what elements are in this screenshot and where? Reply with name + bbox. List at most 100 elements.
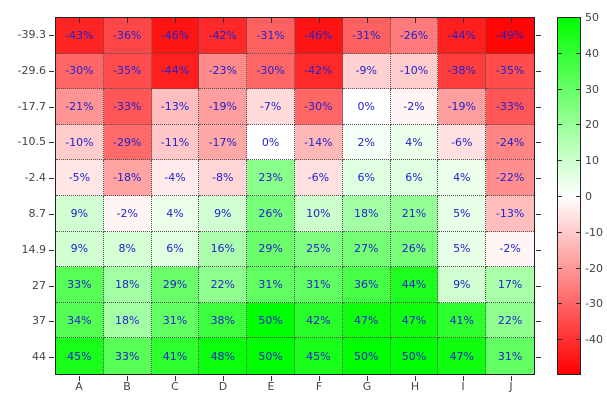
x-tick-label: G <box>362 380 372 393</box>
colorbar-tick <box>558 231 562 233</box>
heatmap-cell: 2% <box>342 124 391 161</box>
colorbar-tick <box>558 17 562 18</box>
heatmap-cell: 47% <box>438 338 487 374</box>
colorbar-tick <box>576 17 580 18</box>
colorbar-tick-label: -10 <box>585 225 603 239</box>
heatmap-cell: -42% <box>294 53 343 90</box>
heatmap-cell: -13% <box>486 195 534 232</box>
colorbar-tick-label: 10 <box>585 154 599 168</box>
heatmap-cell: 18% <box>342 195 391 232</box>
heatmap-cell: -24% <box>486 124 534 161</box>
heatmap-cell: -18% <box>103 160 152 196</box>
y-tick-label: -39.3 <box>17 27 46 41</box>
y-axis-tick <box>49 142 54 144</box>
y-tick-label: -2.4 <box>24 171 46 185</box>
colorbar-tick <box>576 303 580 305</box>
heatmap-cell: 9% <box>56 195 104 232</box>
colorbar-tick <box>558 124 562 126</box>
colorbar-tick <box>558 303 562 305</box>
heatmap-cell: 26% <box>247 195 295 232</box>
colorbar-tick-label: -30 <box>585 297 603 311</box>
colorbar-tick <box>576 339 580 341</box>
heatmap-cell: 22% <box>486 302 534 339</box>
heatmap-cell: 47% <box>342 302 391 339</box>
heatmap-cell: 23% <box>247 160 295 196</box>
heatmap-cell: 31% <box>247 267 295 303</box>
x-axis-tick-top <box>367 18 368 23</box>
heatmap-cell: 22% <box>199 267 248 303</box>
y-tick-label: 27 <box>32 278 46 292</box>
heatmap-cell: 0% <box>247 124 295 161</box>
heatmap-cell: -42% <box>199 18 248 54</box>
heatmap-cell: 44% <box>390 267 439 303</box>
heatmap-cell: -19% <box>438 89 487 125</box>
colorbar-tick <box>558 196 562 197</box>
heatmap-cell: -31% <box>342 18 391 54</box>
heatmap-cell: 5% <box>438 231 487 268</box>
heatmap-cell: 38% <box>199 302 248 339</box>
colorbar-tick <box>558 339 562 341</box>
heatmap-cell: 0% <box>342 89 391 125</box>
y-axis-tick <box>49 106 54 108</box>
heatmap-cell: 45% <box>294 338 343 374</box>
heatmap-cell: 50% <box>390 338 439 374</box>
heatmap-cell: -2% <box>103 195 152 232</box>
x-axis-tick <box>79 376 80 381</box>
colorbar-tick <box>558 88 562 90</box>
heatmap-cell: 41% <box>438 302 487 339</box>
heatmap-cell: -6% <box>294 160 343 196</box>
y-axis-tick <box>49 249 54 251</box>
heatmap-cell: 8% <box>103 231 152 268</box>
x-tick-label: F <box>315 380 323 393</box>
x-tick-label: D <box>218 380 228 393</box>
x-tick-label: A <box>75 380 83 393</box>
y-axis-tick-right <box>536 178 541 180</box>
heatmap-cell: 16% <box>199 231 248 268</box>
y-axis-tick-right <box>536 285 541 287</box>
heatmap-cell: -7% <box>247 89 295 125</box>
heatmap-cell: -26% <box>390 18 439 54</box>
heatmap-cell: 45% <box>56 338 104 374</box>
y-axis-tick-right <box>536 106 541 108</box>
heatmap-cell: -10% <box>56 124 104 161</box>
heatmap-cell: -13% <box>151 89 200 125</box>
x-axis-tick <box>223 376 224 381</box>
colorbar-tick <box>558 267 562 269</box>
heatmap-cell: 9% <box>199 195 248 232</box>
heatmap-cell: 31% <box>486 338 534 374</box>
heatmap-cell: 29% <box>151 267 200 303</box>
y-tick-label: -10.5 <box>17 135 46 149</box>
x-tick-label: H <box>410 380 420 393</box>
heatmap-cell: 50% <box>342 338 391 374</box>
heatmap-cell: -46% <box>151 18 200 54</box>
heatmap-cell: -21% <box>56 89 104 125</box>
heatmap-cell: -35% <box>103 53 152 90</box>
heatmap-cell: -22% <box>486 160 534 196</box>
x-axis-tick <box>271 376 272 381</box>
x-axis-tick-top <box>223 18 224 23</box>
colorbar-tick-label: -40 <box>585 333 603 347</box>
colorbar-tick <box>576 160 580 162</box>
x-axis-tick-top <box>463 18 464 23</box>
y-axis-tick-right <box>536 357 541 359</box>
x-axis-tick-top <box>271 18 272 23</box>
x-axis-tick <box>463 376 464 381</box>
heatmap-cell: -8% <box>199 160 248 196</box>
heatmap-cell: 34% <box>56 302 104 339</box>
heatmap-cell: 48% <box>199 338 248 374</box>
y-axis-tick-right <box>536 142 541 144</box>
y-axis-tick-right <box>536 249 541 251</box>
heatmap-cell: 27% <box>342 231 391 268</box>
heatmap-cell: -10% <box>390 53 439 90</box>
heatmap-cell: -38% <box>438 53 487 90</box>
colorbar-tick <box>558 160 562 162</box>
x-tick-label: E <box>267 380 275 393</box>
colorbar-tick-label: 50 <box>585 11 599 24</box>
heatmap-cell: 9% <box>56 231 104 268</box>
x-axis-tick-top <box>511 18 512 23</box>
heatmap-cell: -33% <box>486 89 534 125</box>
heatmap-cell: 6% <box>342 160 391 196</box>
heatmap-cell: 50% <box>247 302 295 339</box>
x-axis-tick <box>127 376 128 381</box>
